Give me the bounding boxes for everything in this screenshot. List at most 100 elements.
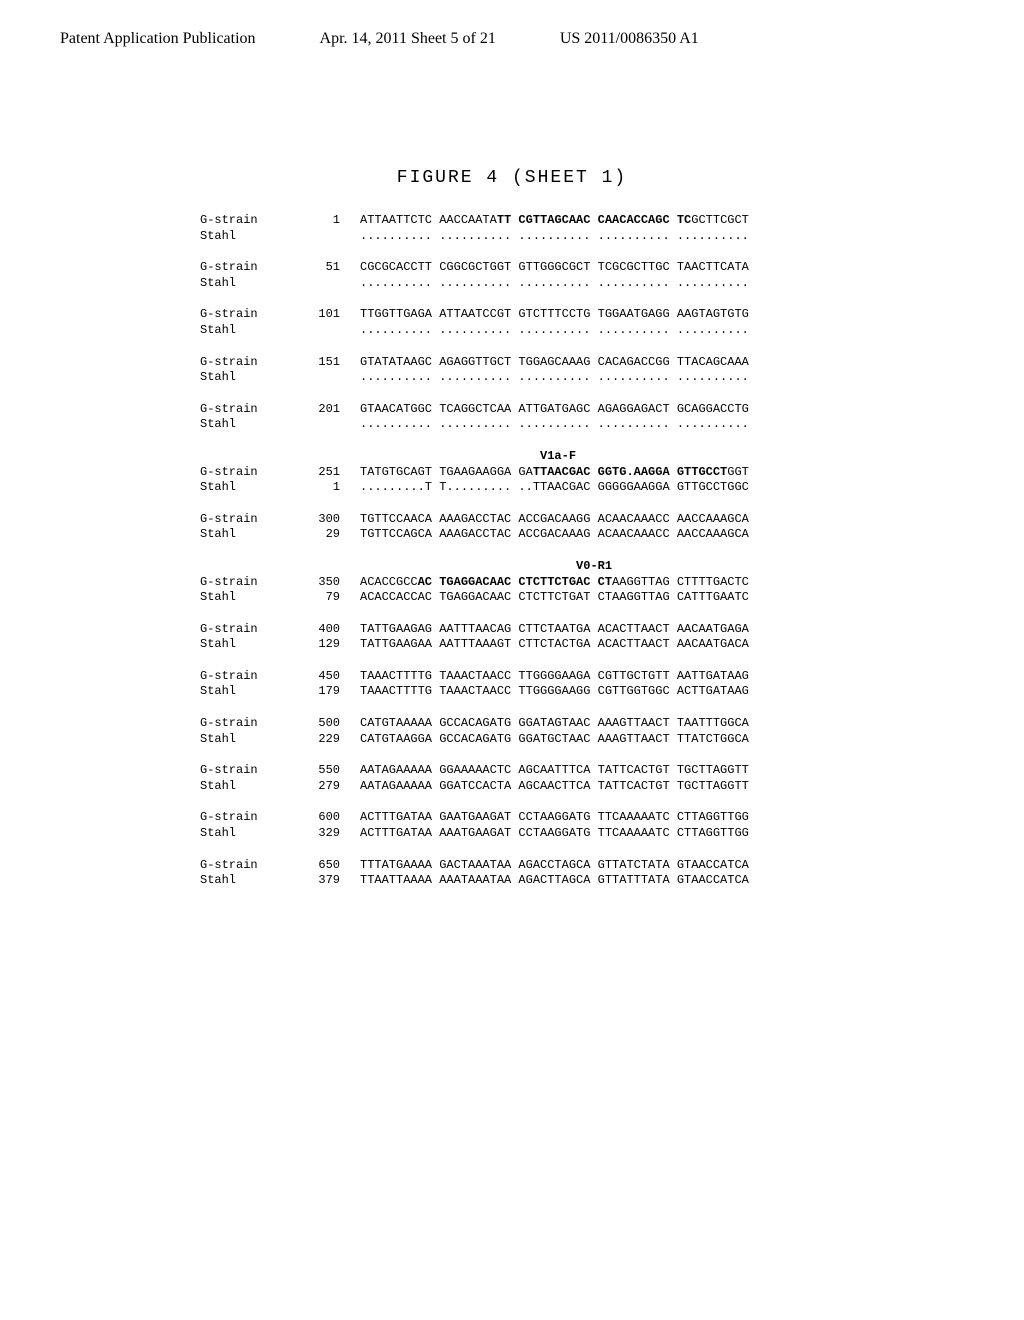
sequence-text: TTGGTTGAGA ATTAATCCGT GTCTTTCCTG TGGAATG… — [360, 307, 749, 321]
alignment-block: V1a-FG-strain251 TATGTGCAGT TGAAGAAGGA GA… — [200, 449, 964, 496]
sequence-row: Stahl229CATGTAAGGA GCCACAGATG GGATGCTAAC… — [200, 732, 964, 748]
sequence-row: Stahl29 TGTTCCAGCA AAAGACCTAC ACCGACAAAG … — [200, 527, 964, 543]
strain-label: Stahl — [200, 684, 290, 700]
position-number: 201 — [290, 402, 340, 418]
primer-annotation: V1a-F — [200, 449, 964, 465]
sequence-text: GTATATAAGC AGAGGTTGCT TGGAGCAAAG CACAGAC… — [360, 355, 749, 369]
figure-title: FIGURE 4 (SHEET 1) — [60, 168, 964, 188]
position-number: 329 — [290, 826, 340, 842]
sequence-row: Stahl129TATTGAAGAA AATTTAAAGT CTTCTACTGA… — [200, 637, 964, 653]
position-number: 350 — [290, 575, 340, 591]
sequence-row: G-strain500 CATGTAAAAA GCCACAGATG GGATAGT… — [200, 716, 964, 732]
strain-label: Stahl — [200, 229, 290, 245]
strain-label: Stahl — [200, 370, 290, 386]
position-number: 650 — [290, 858, 340, 874]
alignment-block: V0-R1G-strain350ACACCGCCAC TGAGGACAAC CT… — [200, 559, 964, 606]
position-number: 450 — [290, 669, 340, 685]
sequence-row: Stahl .......... .......... .......... ..… — [200, 229, 964, 245]
strain-label: G-strain — [200, 810, 290, 826]
sequence-text: TATGTGCAGT TGAAGAAGGA GATTAACGAC GGTG.AA… — [360, 465, 749, 479]
strain-label: Stahl — [200, 417, 290, 433]
strain-label: G-strain — [200, 622, 290, 638]
sequence-row: Stahl .......... .......... .......... ..… — [200, 417, 964, 433]
strain-label: G-strain — [200, 512, 290, 528]
sequence-row: G-strain400TATTGAAGAG AATTTAACAG CTTCTAA… — [200, 622, 964, 638]
strain-label: Stahl — [200, 779, 290, 795]
alignment-block: G-strain500 CATGTAAAAA GCCACAGATG GGATAGT… — [200, 716, 964, 747]
sequence-text: ACACCACCAC TGAGGACAAC CTCTTCTGAT CTAAGGT… — [360, 590, 749, 604]
position-number: 179 — [290, 684, 340, 700]
sequence-row: Stahl.......... .......... .......... ..… — [200, 276, 964, 292]
sequence-row: Stahl179 TAAACTTTTG TAAACTAACC TTGGGGAAGG… — [200, 684, 964, 700]
position-number: 29 — [290, 527, 340, 543]
sequence-text: .......... .......... .......... .......… — [360, 370, 749, 384]
sequence-text: TAAACTTTTG TAAACTAACC TTGGGGAAGG CGTTGGT… — [360, 684, 749, 698]
sequence-text: .........T T......... ..TTAACGAC GGGGGAA… — [360, 480, 749, 494]
sequence-row: Stahl .......... .......... .......... ..… — [200, 370, 964, 386]
sequence-row: G-strain151 GTATATAAGC AGAGGTTGCT TGGAGCA… — [200, 355, 964, 371]
sequence-text: TTTATGAAAA GACTAAATAA AGACCTAGCA GTTATCT… — [360, 858, 749, 872]
sequence-text: GTAACATGGC TCAGGCTCAA ATTGATGAGC AGAGGAG… — [360, 402, 749, 416]
position-number: 51 — [290, 260, 340, 276]
sequence-row: G-strain251 TATGTGCAGT TGAAGAAGGA GATTAAC… — [200, 465, 964, 481]
alignment-block: G-strain400TATTGAAGAG AATTTAACAG CTTCTAA… — [200, 622, 964, 653]
position-number: 151 — [290, 355, 340, 371]
alignment-block: G-strain151 GTATATAAGC AGAGGTTGCT TGGAGCA… — [200, 355, 964, 386]
strain-label: G-strain — [200, 858, 290, 874]
sequence-text: .......... .......... .......... .......… — [360, 229, 749, 243]
sequence-text: TGTTCCAGCA AAAGACCTAC ACCGACAAAG ACAACAA… — [360, 527, 749, 541]
sequence-text: TAAACTTTTG TAAACTAACC TTGGGGAAGA CGTTGCT… — [360, 669, 749, 683]
sequence-row: G-strain650 TTTATGAAAA GACTAAATAA AGACCTA… — [200, 858, 964, 874]
position-number: 600 — [290, 810, 340, 826]
sequence-row: G-strain300 TGTTCCAACA AAAGACCTAC ACCGACA… — [200, 512, 964, 528]
strain-label: G-strain — [200, 716, 290, 732]
position-number: 1 — [290, 480, 340, 496]
sequence-text: ACACCGCCAC TGAGGACAAC CTCTTCTGAC CTAAGGT… — [360, 575, 749, 589]
strain-label: G-strain — [200, 465, 290, 481]
strain-label: Stahl — [200, 826, 290, 842]
sequence-text: .......... .......... .......... .......… — [360, 417, 749, 431]
alignment-block: G-strain201 GTAACATGGC TCAGGCTCAA ATTGATG… — [200, 402, 964, 433]
position-number: 279 — [290, 779, 340, 795]
sequence-row: G-strain350ACACCGCCAC TGAGGACAAC CTCTTCT… — [200, 575, 964, 591]
strain-label: G-strain — [200, 355, 290, 371]
alignment-block: G-strain650 TTTATGAAAA GACTAAATAA AGACCTA… — [200, 858, 964, 889]
sequence-text: CATGTAAAAA GCCACAGATG GGATAGTAAC AAAGTTA… — [360, 716, 749, 730]
sequence-row: Stahl1.........T T......... ..TTAACGAC G… — [200, 480, 964, 496]
strain-label: G-strain — [200, 763, 290, 779]
sequence-row: G-strain600ACTTTGATAA GAATGAAGAT CCTAAGG… — [200, 810, 964, 826]
alignment-block: G-strain600ACTTTGATAA GAATGAAGAT CCTAAGG… — [200, 810, 964, 841]
position-number: 500 — [290, 716, 340, 732]
strain-label: Stahl — [200, 527, 290, 543]
strain-label: G-strain — [200, 669, 290, 685]
primer-annotation: V0-R1 — [200, 559, 964, 575]
position-number: 379 — [290, 873, 340, 889]
sequence-row: G-strain450 TAAACTTTTG TAAACTAACC TTGGGGA… — [200, 669, 964, 685]
sequence-text: CATGTAAGGA GCCACAGATG GGATGCTAAC AAAGTTA… — [360, 732, 749, 746]
strain-label: Stahl — [200, 873, 290, 889]
sequence-text: AATAGAAAAA GGAAAAACTC AGCAATTTCA TATTCAC… — [360, 763, 749, 777]
alignment-block: G-strain550AATAGAAAAA GGAAAAACTC AGCAATT… — [200, 763, 964, 794]
page-header: Patent Application Publication Apr. 14, … — [60, 30, 964, 48]
strain-label: G-strain — [200, 260, 290, 276]
position-number: 79 — [290, 590, 340, 606]
sequence-row: Stahl79ACACCACCAC TGAGGACAAC CTCTTCTGAT … — [200, 590, 964, 606]
header-date: Apr. 14, 2011 Sheet 5 of 21 — [320, 30, 496, 48]
sequence-row: Stahl379TTAATTAAAA AAATAAATAA AGACTTAGCA… — [200, 873, 964, 889]
position-number: 251 — [290, 465, 340, 481]
sequence-row: G-strain101TTGGTTGAGA ATTAATCCGT GTCTTTC… — [200, 307, 964, 323]
strain-label: Stahl — [200, 323, 290, 339]
alignment-block: G-strain300 TGTTCCAACA AAAGACCTAC ACCGACA… — [200, 512, 964, 543]
position-number: 300 — [290, 512, 340, 528]
sequence-text: CGCGCACCTT CGGCGCTGGT GTTGGGCGCT TCGCGCT… — [360, 260, 749, 274]
sequence-row: G-strain1ATTAATTCTC AACCAATATT CGTTAGCAA… — [200, 213, 964, 229]
alignment-block: G-strain1ATTAATTCTC AACCAATATT CGTTAGCAA… — [200, 213, 964, 244]
sequence-text: ACTTTGATAA AAATGAAGAT CCTAAGGATG TTCAAAA… — [360, 826, 749, 840]
sequence-text: TGTTCCAACA AAAGACCTAC ACCGACAAGG ACAACAA… — [360, 512, 749, 526]
sequence-row: Stahl329 ACTTTGATAA AAATGAAGAT CCTAAGGATG… — [200, 826, 964, 842]
header-publication: US 2011/0086350 A1 — [560, 30, 699, 48]
strain-label: G-strain — [200, 402, 290, 418]
strain-label: G-strain — [200, 213, 290, 229]
position-number: 129 — [290, 637, 340, 653]
position-number: 101 — [290, 307, 340, 323]
